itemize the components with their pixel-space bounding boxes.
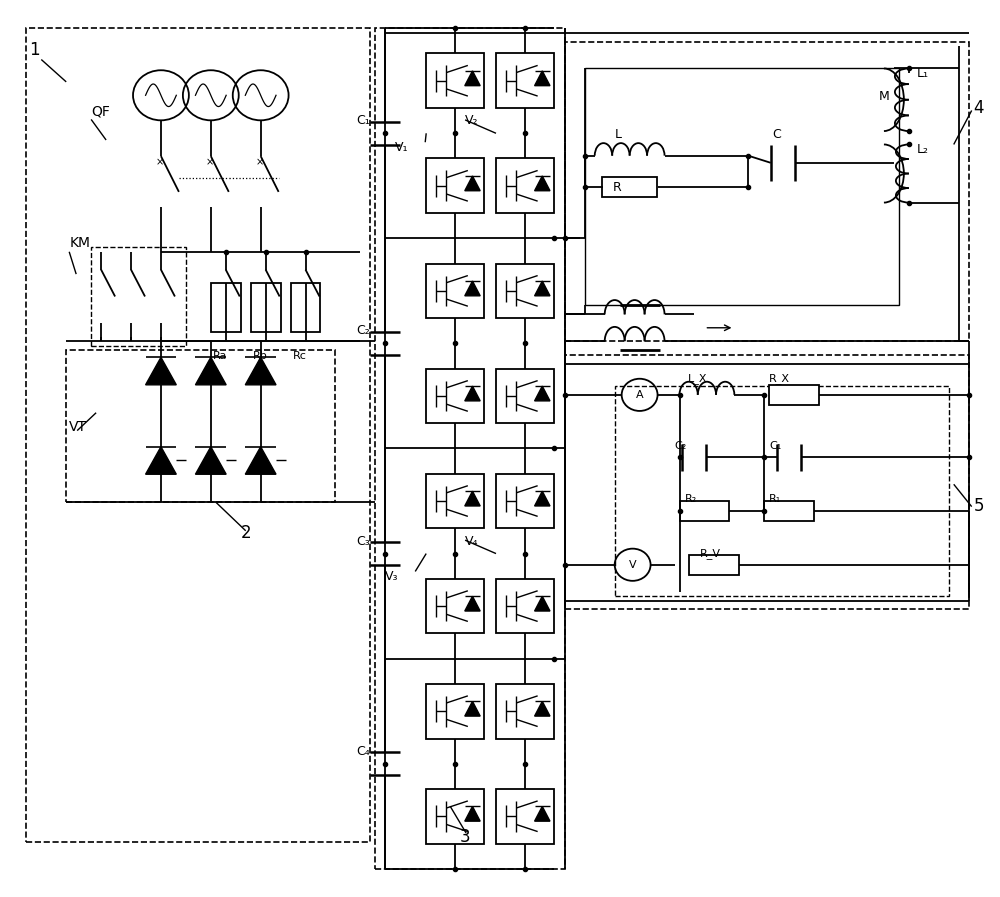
Polygon shape [245, 447, 276, 475]
Text: QF: QF [91, 105, 110, 118]
Bar [251, 283, 281, 332]
Polygon shape [245, 357, 276, 385]
Bar [496, 369, 554, 423]
Text: R: R [613, 181, 621, 195]
Text: C₁: C₁ [769, 440, 782, 450]
Text: V₁: V₁ [395, 141, 409, 154]
Text: KM: KM [69, 236, 90, 250]
Bar [565, 354, 969, 609]
Bar [764, 501, 814, 521]
Text: VT: VT [69, 420, 87, 433]
Bar [426, 474, 484, 528]
Bar [426, 264, 484, 318]
Bar [426, 369, 484, 423]
Bar [291, 283, 320, 332]
Bar [211, 283, 241, 332]
Polygon shape [535, 701, 550, 716]
Text: L_X: L_X [687, 373, 707, 384]
Text: 2: 2 [241, 524, 251, 542]
Polygon shape [195, 447, 226, 475]
Bar [66, 350, 335, 502]
Text: ×: × [206, 157, 214, 167]
Bar [496, 788, 554, 843]
Text: L: L [615, 127, 622, 141]
Bar [375, 28, 565, 869]
Bar [426, 788, 484, 843]
Text: A: A [636, 390, 643, 400]
Polygon shape [465, 492, 480, 506]
Text: C₄: C₄ [357, 745, 370, 758]
Polygon shape [535, 492, 550, 506]
Polygon shape [465, 386, 480, 401]
Text: 3: 3 [460, 828, 471, 846]
Polygon shape [465, 281, 480, 296]
Bar [565, 41, 969, 341]
Polygon shape [465, 597, 480, 611]
Text: C₁: C₁ [357, 114, 370, 127]
Text: 5: 5 [974, 497, 984, 515]
Polygon shape [535, 597, 550, 611]
Text: L₂: L₂ [917, 144, 929, 156]
Bar [680, 501, 729, 521]
Text: ×: × [256, 157, 264, 167]
Bar [496, 579, 554, 633]
Text: L₁: L₁ [917, 67, 929, 81]
Polygon shape [465, 176, 480, 191]
Text: C₂: C₂ [357, 325, 370, 337]
Text: V₂: V₂ [465, 114, 479, 127]
Text: ×: × [156, 157, 164, 167]
Text: 4: 4 [974, 100, 984, 118]
Text: Rc: Rc [293, 351, 306, 361]
Text: R_X: R_X [769, 373, 790, 384]
Bar [496, 159, 554, 213]
Bar [426, 54, 484, 109]
Text: Ra: Ra [213, 351, 227, 361]
Text: C₂: C₂ [675, 440, 687, 450]
Polygon shape [465, 701, 480, 716]
Text: C₃: C₃ [357, 535, 370, 548]
Bar [91, 248, 186, 345]
Polygon shape [535, 71, 550, 86]
Bar [496, 54, 554, 109]
Text: 1: 1 [29, 41, 40, 59]
Text: R_V: R_V [699, 548, 720, 559]
Bar [602, 177, 657, 196]
Bar [496, 684, 554, 738]
Polygon shape [146, 357, 176, 385]
Polygon shape [535, 806, 550, 821]
Bar [426, 579, 484, 633]
Bar [769, 385, 819, 405]
Bar [26, 28, 370, 842]
Bar [426, 159, 484, 213]
Text: Rb: Rb [253, 351, 267, 361]
Polygon shape [535, 386, 550, 401]
Text: V: V [629, 560, 636, 570]
Text: V₃: V₃ [385, 570, 399, 583]
Text: R₁: R₁ [769, 494, 782, 504]
Bar [496, 264, 554, 318]
Text: R₂: R₂ [684, 494, 697, 504]
Polygon shape [146, 447, 176, 475]
Text: C: C [773, 127, 781, 141]
Polygon shape [465, 71, 480, 86]
Polygon shape [535, 281, 550, 296]
Bar [689, 555, 739, 575]
Text: V₄: V₄ [465, 535, 479, 548]
Bar [426, 684, 484, 738]
Bar [585, 68, 899, 305]
Polygon shape [195, 357, 226, 385]
Bar [496, 474, 554, 528]
Polygon shape [535, 176, 550, 191]
Text: M: M [879, 90, 890, 103]
Bar [615, 386, 949, 596]
Polygon shape [465, 806, 480, 821]
